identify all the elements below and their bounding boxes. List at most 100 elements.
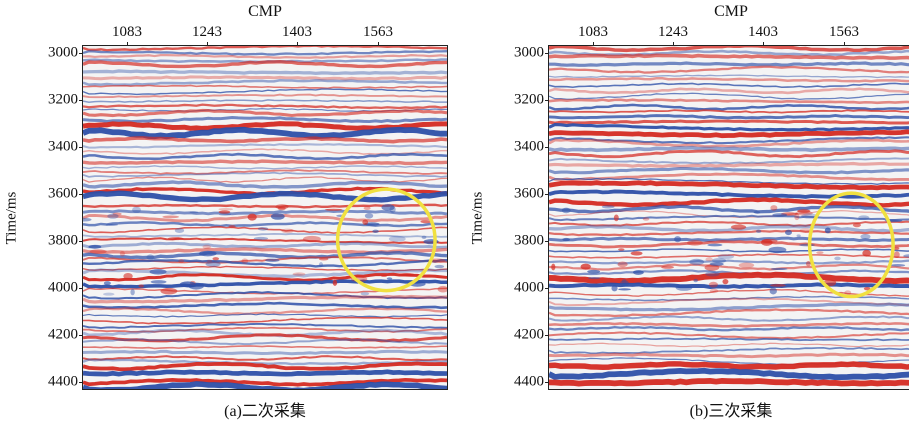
seismic-reflector xyxy=(549,236,909,243)
seismic-noise xyxy=(206,259,213,263)
seismic-noise xyxy=(434,264,445,269)
seismic-noise xyxy=(372,229,379,234)
x-tick-label: 1083 xyxy=(112,24,142,40)
seismic-reflector xyxy=(83,46,447,52)
x-tick-mark xyxy=(207,42,208,46)
seismic-noise xyxy=(167,236,184,241)
seismic-noise xyxy=(88,244,102,249)
y-tick-mark xyxy=(545,288,549,289)
seismic-noise xyxy=(107,213,119,219)
seismic-reflector xyxy=(83,279,447,289)
y-tick-label: 3400 xyxy=(48,138,78,155)
seismic-noise xyxy=(611,285,618,292)
seismic-noise xyxy=(130,288,135,296)
seismic-reflector xyxy=(549,129,909,139)
seismic-noise xyxy=(618,248,625,251)
figure-caption: (b)三次采集 xyxy=(689,403,773,420)
seismic-reflector xyxy=(83,265,447,272)
seismic-reflector xyxy=(83,171,447,178)
seismic-reflector xyxy=(549,180,909,191)
seismic-noise xyxy=(202,244,211,249)
seismic-noise xyxy=(642,217,650,221)
seismic-noise xyxy=(824,227,831,234)
seismic-noise xyxy=(738,262,755,268)
seismic-section-image xyxy=(548,45,909,390)
seismic-noise xyxy=(769,287,777,295)
seismic-reflector xyxy=(83,54,447,59)
seismic-reflector xyxy=(83,349,447,356)
seismic-reflector xyxy=(83,84,447,90)
seismic-reflector xyxy=(549,331,909,340)
seismic-reflector xyxy=(549,74,909,79)
seismic-reflector xyxy=(83,268,447,278)
y-tick-label: 3600 xyxy=(514,185,544,202)
seismic-noise xyxy=(218,208,233,211)
seismic-reflector xyxy=(83,165,447,170)
seismic-reflector xyxy=(83,103,447,110)
seismic-noise xyxy=(687,239,703,246)
x-tick-mark xyxy=(593,42,594,46)
seismic-noise xyxy=(722,278,729,285)
seismic-reflector xyxy=(83,169,447,175)
seismic-noise xyxy=(179,281,196,288)
seismic-noise xyxy=(324,208,343,211)
seismic-reflector xyxy=(549,65,909,74)
seismic-noise xyxy=(241,258,249,264)
seismic-noise xyxy=(257,226,269,231)
y-tick-mark xyxy=(79,288,83,289)
y-tick-mark xyxy=(79,100,83,101)
seismic-section-image xyxy=(82,45,448,390)
y-tick-label: 4000 xyxy=(48,279,78,296)
seismic-noise xyxy=(617,261,628,268)
seismic-noise xyxy=(709,262,724,266)
y-tick-label: 3000 xyxy=(514,44,544,61)
seismic-reflector xyxy=(549,253,909,259)
seismic-noise xyxy=(363,206,371,211)
seismic-noise xyxy=(146,254,155,260)
seismic-noise xyxy=(661,265,674,269)
x-tick-label: 1243 xyxy=(192,24,222,40)
seismic-noise xyxy=(105,223,119,226)
seismic-reflector xyxy=(83,69,447,76)
seismic-section-svg xyxy=(549,46,909,387)
seismic-reflector xyxy=(83,143,447,149)
seismic-noise xyxy=(816,251,824,254)
seismic-noise xyxy=(319,262,323,268)
seismic-reflector xyxy=(549,149,909,159)
seismic-reflector xyxy=(83,180,447,189)
seismic-reflector xyxy=(549,248,909,253)
seismic-noise xyxy=(795,210,813,216)
seismic-noise xyxy=(162,215,180,219)
seismic-noise xyxy=(150,280,167,284)
seismic-noise xyxy=(797,209,811,213)
x-tick-mark xyxy=(297,42,298,46)
seismic-noise xyxy=(893,251,900,258)
seismic-reflector xyxy=(549,53,909,60)
seismic-reflector xyxy=(549,224,909,233)
seismic-reflector xyxy=(549,288,909,297)
y-tick-mark xyxy=(545,100,549,101)
seismic-reflector xyxy=(549,98,909,105)
seismic-noise xyxy=(755,229,762,234)
seismic-reflector xyxy=(83,108,447,118)
seismic-noise xyxy=(399,273,415,277)
seismic-noise xyxy=(730,224,747,230)
seismic-reflector xyxy=(83,361,447,372)
seismic-reflector xyxy=(83,313,447,318)
seismic-noise xyxy=(138,284,144,288)
seismic-noise xyxy=(844,290,852,296)
y-tick-label: 4400 xyxy=(48,373,78,390)
seismic-reflector xyxy=(83,121,447,131)
y-tick-label: 4000 xyxy=(514,279,544,296)
seismic-noise xyxy=(709,288,719,294)
y-tick-mark xyxy=(545,53,549,54)
seismic-reflector xyxy=(83,232,447,238)
seismic-noise xyxy=(704,264,720,271)
seismic-reflector xyxy=(549,346,909,355)
seismic-noise xyxy=(270,213,285,220)
x-tick-mark xyxy=(378,42,379,46)
seismic-reflector xyxy=(83,345,447,350)
x-tick-mark xyxy=(844,42,845,46)
seismic-noise xyxy=(360,292,370,296)
seismic-noise xyxy=(805,261,811,267)
